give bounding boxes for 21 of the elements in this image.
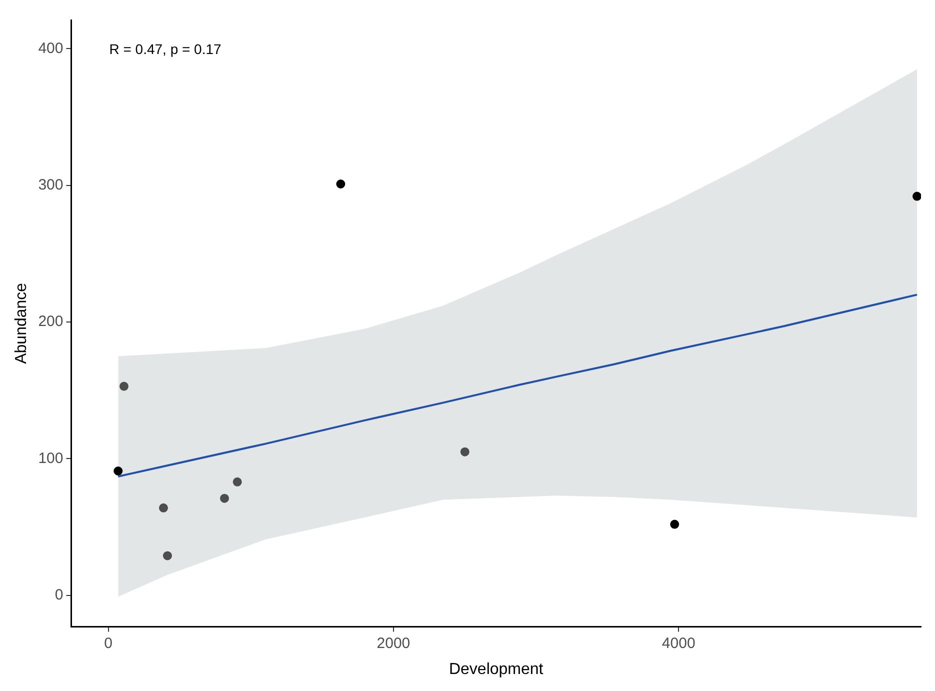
- y-tick-label: 0: [54, 586, 64, 604]
- y-tick-label: 200: [38, 313, 64, 330]
- point: [220, 494, 229, 503]
- x-tick-label: 2000: [376, 634, 410, 652]
- point: [158, 503, 168, 512]
- x-axis-title: Development: [448, 660, 544, 678]
- point: [162, 551, 172, 560]
- point: [232, 477, 242, 486]
- y-tick-label: 400: [38, 40, 64, 57]
- point: [460, 447, 470, 456]
- y-tick-label: 300: [38, 176, 64, 194]
- x-tick-label: 4000: [662, 634, 696, 652]
- point: [119, 382, 128, 391]
- point: [912, 192, 921, 201]
- point: [670, 520, 680, 529]
- annotation: R = 0.47, p = 0.17: [109, 40, 222, 57]
- point: [114, 466, 123, 476]
- y-tick-label: 100: [38, 450, 64, 467]
- y-axis-title: Abundance: [13, 282, 30, 364]
- x-tick-label: 0: [104, 634, 112, 652]
- point: [336, 180, 346, 188]
